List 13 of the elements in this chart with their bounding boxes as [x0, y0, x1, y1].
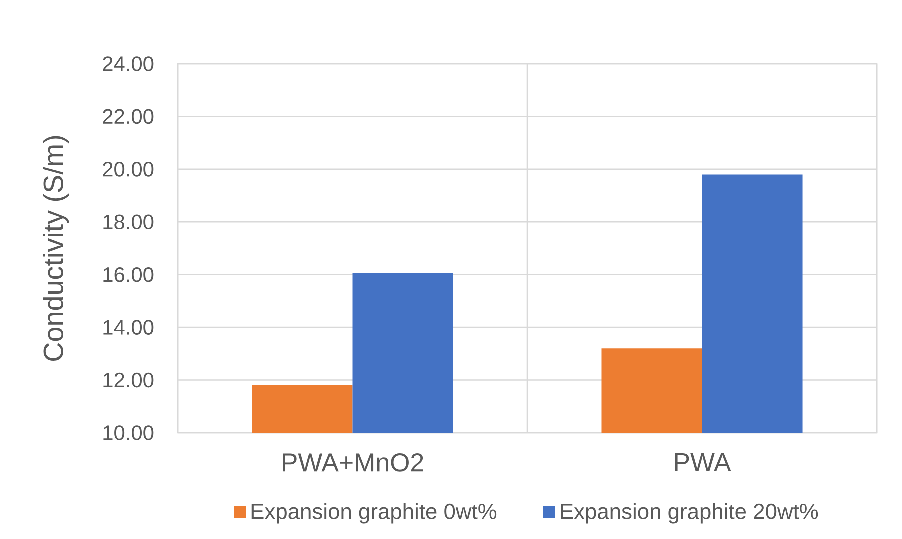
y-tick-label: 22.00	[103, 109, 154, 124]
y-tick-label: 16.00	[104, 267, 154, 282]
x-tick-label: PWA	[675, 454, 732, 472]
legend-label: Expansion graphite 20wt%	[561, 503, 818, 524]
legend-label: Expansion graphite 0wt%	[252, 503, 497, 524]
y-tick-label: 20.00	[103, 162, 154, 177]
x-tick-label: PWA+MnO2	[283, 454, 424, 472]
y-axis-title: Conductivity (S/m)	[43, 136, 70, 362]
y-tick-label: 12.00	[104, 372, 154, 388]
y-tick-label: 14.00	[104, 320, 154, 335]
y-tick-label: 24.00	[103, 56, 154, 72]
y-tick-label: 18.00	[104, 214, 154, 230]
y-tick-label: 10.00	[104, 426, 154, 440]
